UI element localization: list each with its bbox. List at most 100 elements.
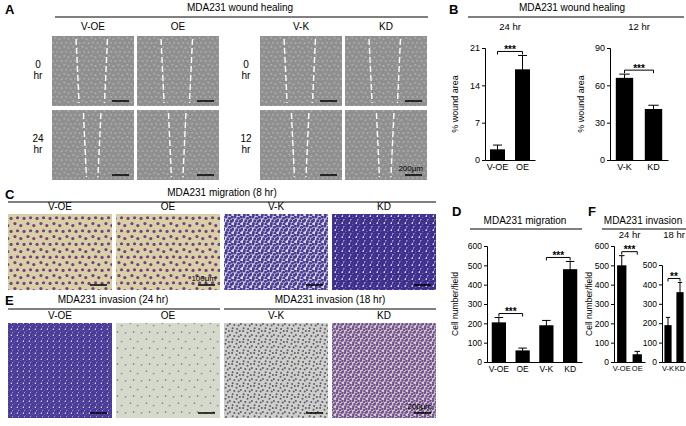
bar: [563, 269, 577, 362]
column-label: OE: [161, 201, 176, 212]
wound-edge: [397, 39, 400, 103]
y-tick: 500: [643, 260, 662, 270]
tick-label: OE: [632, 364, 643, 373]
micrograph: [345, 36, 427, 106]
column-label: V-OE: [81, 21, 105, 32]
error-cap: [518, 55, 527, 56]
chart-subtitle: 24 hr: [619, 229, 641, 240]
tick-mark: [611, 304, 614, 305]
column-label: V-OE: [48, 201, 72, 212]
error-cap: [566, 261, 575, 262]
error-stem: [522, 348, 523, 353]
tick-label: KD: [647, 162, 660, 172]
y-tick: 600: [595, 241, 614, 251]
tick-mark: [484, 343, 487, 344]
scale-bar: [198, 284, 215, 286]
tick-label: 0: [600, 155, 605, 165]
tick-mark: [484, 304, 487, 305]
wound-edge: [376, 113, 379, 177]
wound-edge: [284, 39, 287, 103]
error-bar: [634, 351, 640, 357]
y-tick: 500: [595, 261, 614, 271]
panel-title: MDA231 migration (8 hr): [167, 187, 276, 198]
tick-mark: [611, 265, 614, 266]
wound-edge: [183, 113, 186, 177]
tick-label: V-OE: [487, 162, 509, 172]
error-cap: [619, 74, 629, 75]
scale-bar: [197, 174, 214, 176]
significance-label: ***: [505, 306, 517, 317]
micrograph: [332, 323, 436, 418]
significance-label: ***: [552, 250, 564, 261]
wound-edge: [98, 113, 101, 177]
tick-mark: [659, 284, 662, 285]
tick-label: 500: [468, 261, 482, 271]
y-axis: 0100200300400500600: [595, 241, 615, 367]
tick-mark: [659, 304, 662, 305]
tick-label: OE: [516, 162, 529, 172]
tick-label: 0: [477, 357, 482, 367]
tick-mark: [611, 323, 614, 324]
error-stem: [621, 256, 622, 275]
micrograph: [345, 110, 427, 180]
title-rule: [224, 309, 436, 310]
x-tick: KD: [675, 364, 686, 373]
bar: [617, 265, 626, 362]
axis-line: [659, 266, 663, 363]
tick-mark: [484, 246, 487, 247]
y-tick: 0: [652, 357, 662, 367]
scale-bar: [405, 100, 422, 102]
x-tick: V-OE: [613, 364, 631, 373]
chart-subtitle: 12 hr: [628, 21, 650, 32]
wound-edge: [189, 39, 192, 103]
tick-mark: [611, 246, 614, 247]
wound-edge: [104, 39, 107, 103]
title-rule: [470, 229, 582, 230]
error-cap: [634, 351, 640, 352]
panel-label: A: [5, 2, 15, 17]
tick-mark: [484, 362, 487, 363]
x-tick: OE: [516, 162, 529, 172]
y-tick: 200: [643, 318, 662, 328]
tick-label: V-K: [662, 364, 674, 373]
tick-label: 0: [604, 357, 609, 367]
column-label: KD: [377, 310, 391, 321]
tick-mark: [482, 85, 485, 86]
bar: [492, 322, 506, 362]
y-tick: 14: [470, 81, 485, 91]
error-stem: [497, 145, 498, 154]
y-tick: 400: [595, 280, 614, 290]
wound-edge: [306, 113, 309, 177]
y-axis: 0100200300400500600: [468, 241, 488, 367]
wound-edge: [369, 39, 372, 103]
tick-mark: [659, 362, 662, 363]
bar: [645, 109, 662, 160]
axis-line: [482, 49, 486, 161]
scale-bar: [306, 412, 323, 414]
scale-bar: [320, 100, 337, 102]
panel-title: MDA231 wound healing: [519, 2, 625, 13]
x-tick: KD: [647, 162, 660, 172]
y-tick: 600: [468, 241, 487, 251]
error-cap: [648, 105, 658, 106]
y-tick: 100: [643, 338, 662, 348]
tick-mark: [607, 85, 610, 86]
tick-label: 300: [468, 299, 482, 309]
column-label: V-K: [268, 310, 284, 321]
tick-label: V-OE: [489, 364, 510, 374]
title-rule: [468, 17, 684, 18]
scale-label: 200μm: [407, 402, 432, 411]
tick-label: V-K: [617, 162, 632, 172]
row-label: 24hr: [32, 133, 44, 155]
micrograph: [137, 36, 219, 106]
tick-label: 300: [595, 299, 609, 309]
chart-subtitle: 18 hr: [663, 229, 685, 240]
tick-mark: [659, 323, 662, 324]
tick-label: 30: [595, 118, 605, 128]
micrograph: [116, 323, 220, 418]
y-axis-title: Cell number/field: [450, 272, 460, 336]
error-bar: [495, 318, 504, 328]
wound-edge: [391, 113, 394, 177]
tick-label: 400: [595, 280, 609, 290]
axis-line: [663, 362, 686, 363]
